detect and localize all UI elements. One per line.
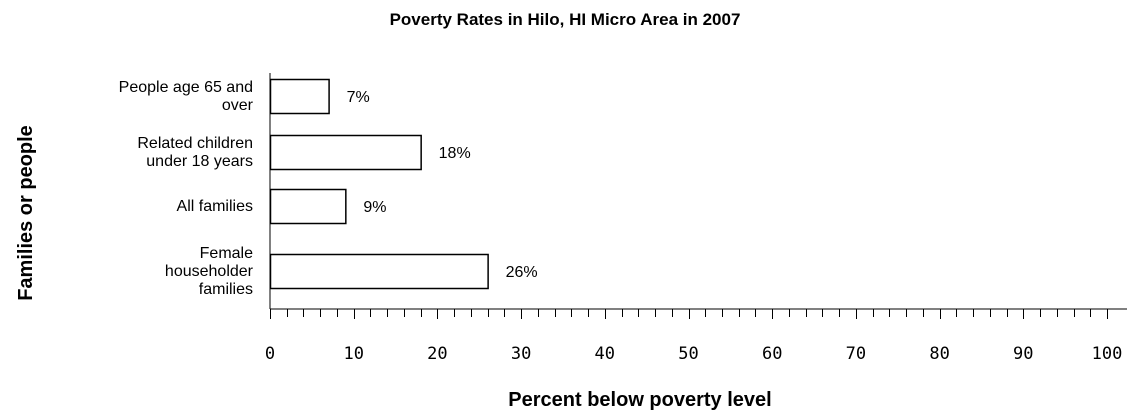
category-label-line: under 18 years xyxy=(146,153,253,170)
bar-value-label: 18% xyxy=(439,145,471,162)
x-tick-label: 80 xyxy=(929,344,949,364)
x-tick-label: 40 xyxy=(595,344,615,364)
bar xyxy=(269,253,489,290)
bar-value-label: 7% xyxy=(347,89,370,106)
category-label-line: Related children xyxy=(137,135,253,152)
x-tick-label: 70 xyxy=(846,344,866,364)
x-axis: 0 10 20 30 40 50 60 70 80 90 100 xyxy=(265,73,1127,364)
category-label: Female householder families xyxy=(165,245,254,298)
x-tick-label: 30 xyxy=(511,344,531,364)
y-axis-title: Families or people xyxy=(15,125,37,301)
category-label-line: People age 65 and xyxy=(119,79,253,96)
category-label-line: All families xyxy=(177,198,253,215)
x-tick-label: 90 xyxy=(1013,344,1033,364)
x-tick-label: 60 xyxy=(762,344,782,364)
bar xyxy=(269,78,330,115)
x-tick-label: 10 xyxy=(343,344,363,364)
bar xyxy=(269,134,422,171)
x-tick-label: 100 xyxy=(1092,344,1123,364)
category-label: People age 65 and over xyxy=(119,79,254,114)
category-label: All families xyxy=(177,198,253,215)
bar xyxy=(269,188,347,225)
category-label: Related children under 18 years xyxy=(137,135,253,170)
x-tick-label: 50 xyxy=(678,344,698,364)
category-label-line: householder xyxy=(165,263,254,280)
bars: 7% 18% 9% 26% xyxy=(269,78,538,290)
bar-value-label: 26% xyxy=(506,264,538,281)
bar-value-label: 9% xyxy=(363,199,386,216)
category-label-line: over xyxy=(222,97,254,114)
x-tick-label: 20 xyxy=(427,344,447,364)
category-label-line: families xyxy=(199,281,253,298)
chart-title: Poverty Rates in Hilo, HI Micro Area in … xyxy=(390,10,741,29)
category-labels: People age 65 and over Related children und… xyxy=(119,79,254,298)
x-axis-title: Percent below poverty level xyxy=(508,389,771,411)
category-label-line: Female xyxy=(200,245,253,262)
x-tick-label: 0 xyxy=(265,344,275,364)
